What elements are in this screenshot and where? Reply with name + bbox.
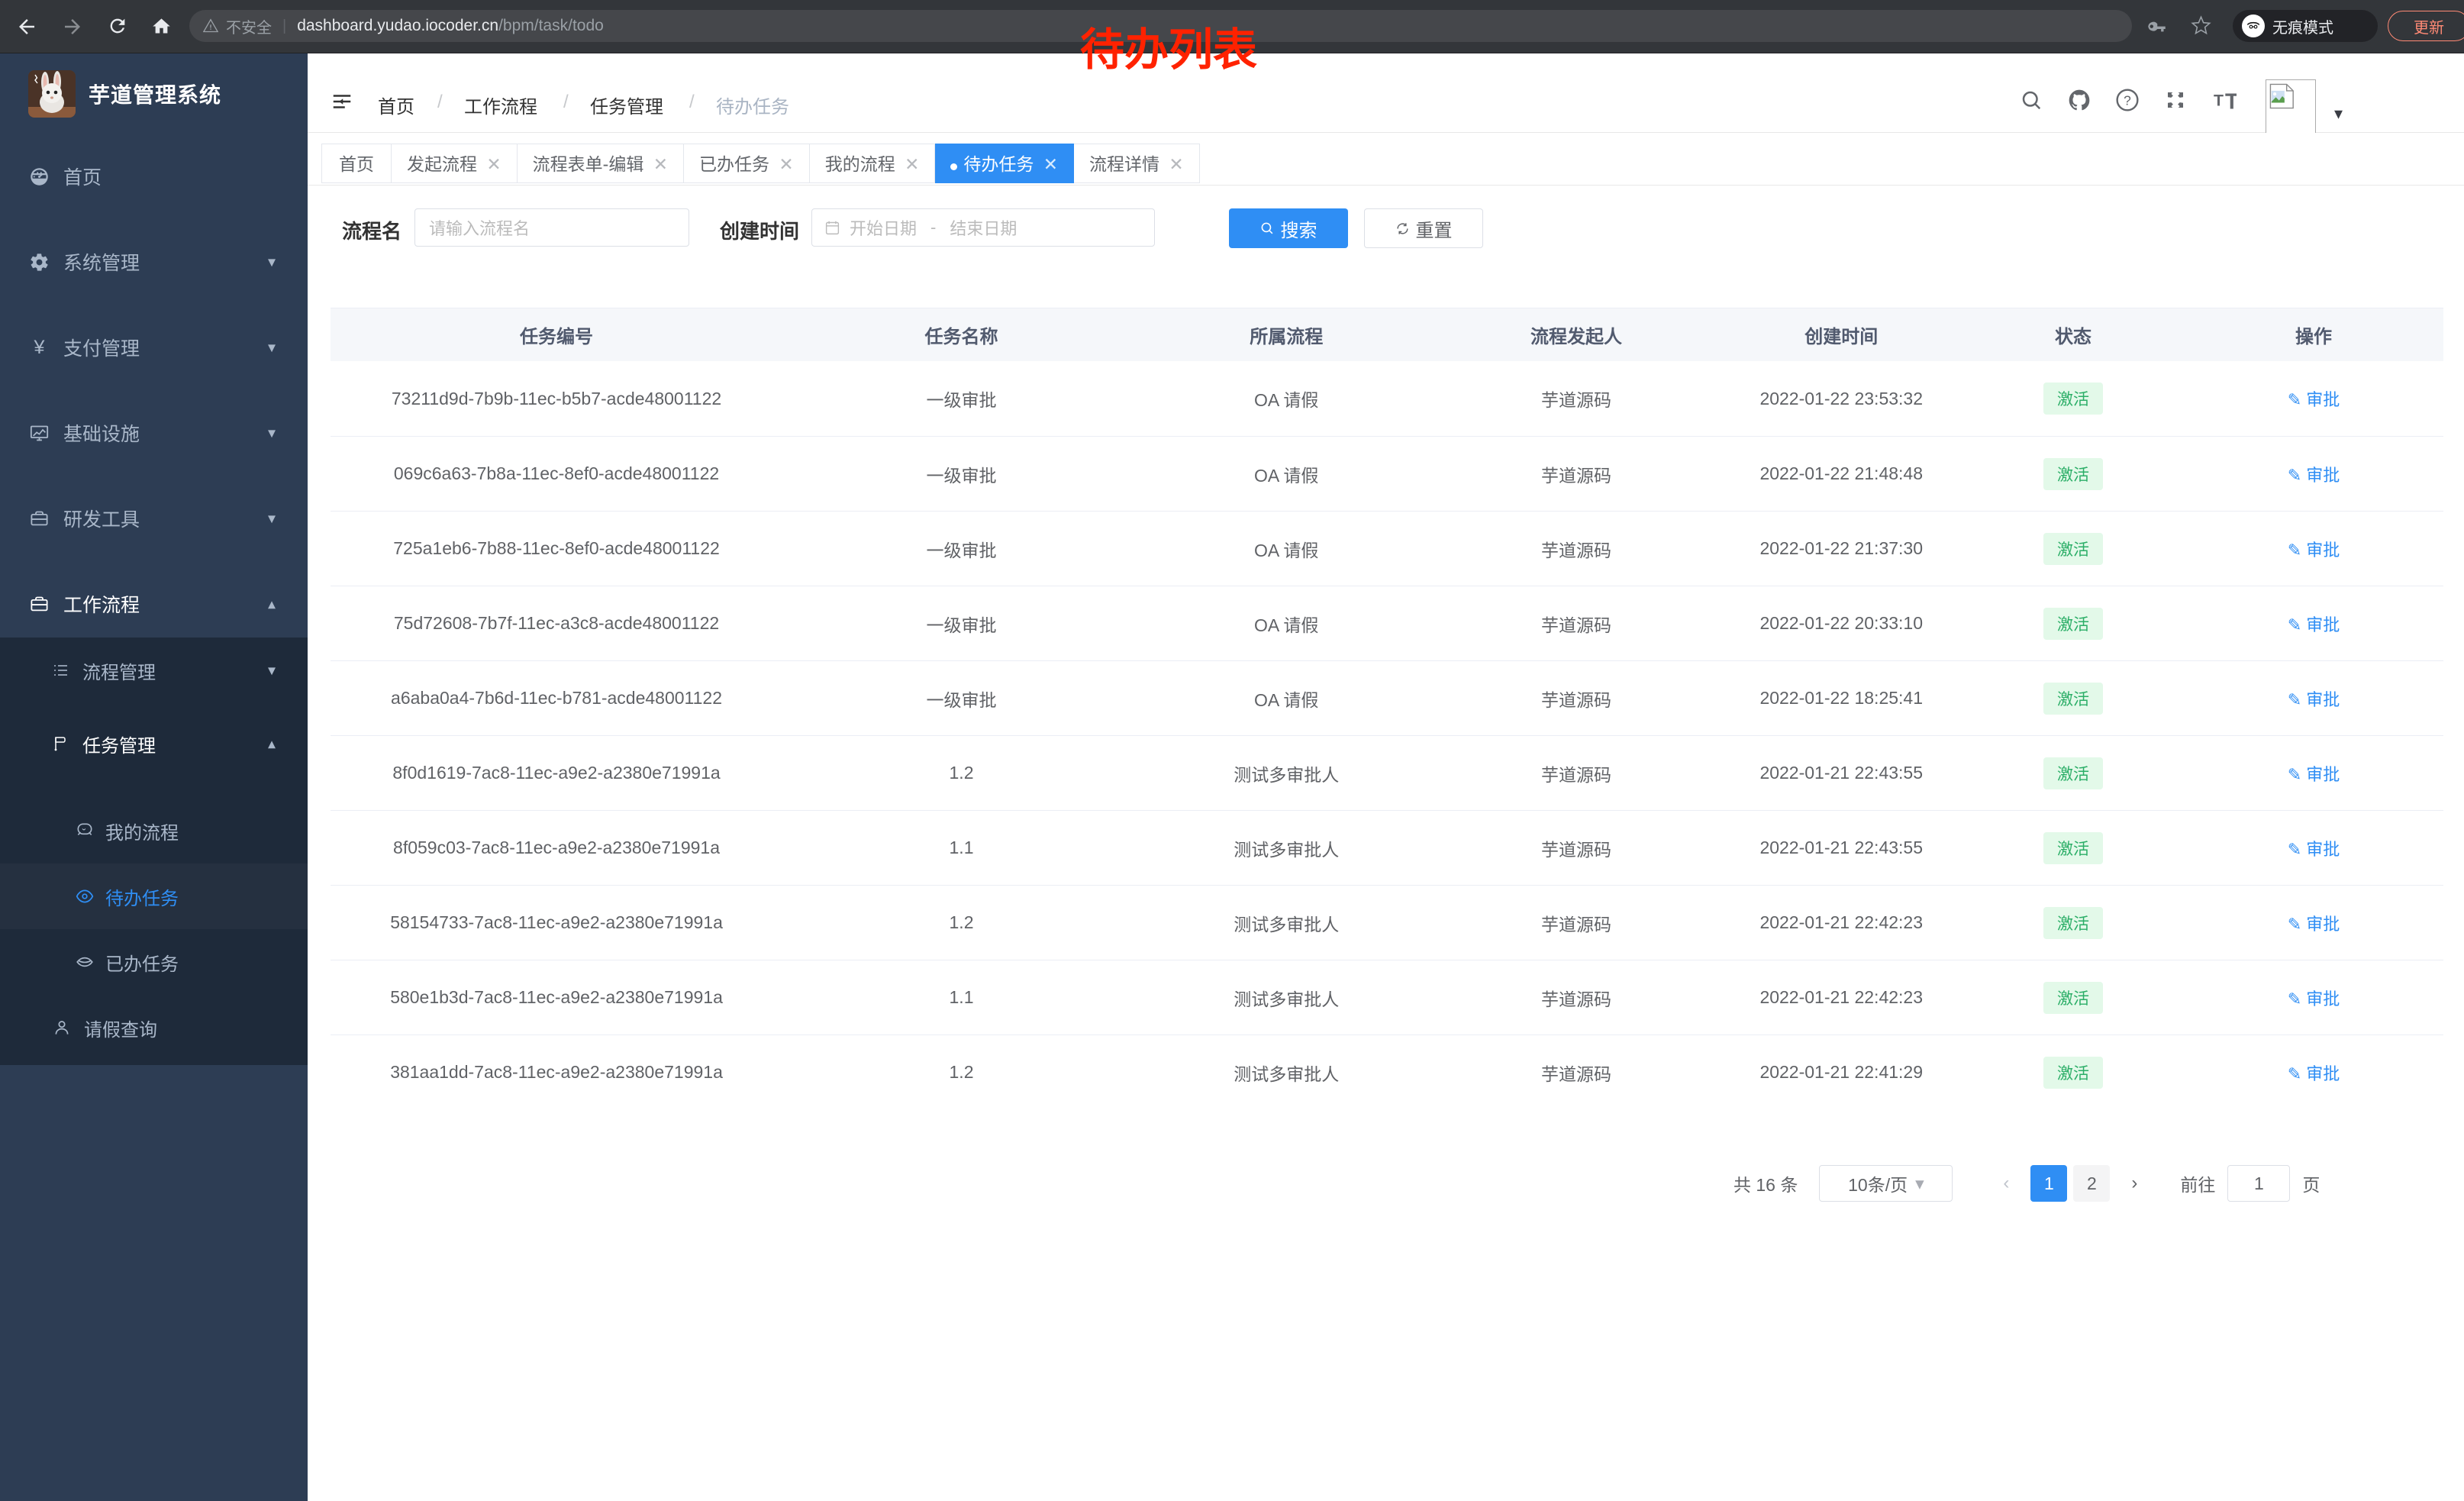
svg-text:T: T [2214,92,2224,110]
svg-text:T: T [2225,90,2237,110]
svg-text:?: ? [2124,93,2131,108]
